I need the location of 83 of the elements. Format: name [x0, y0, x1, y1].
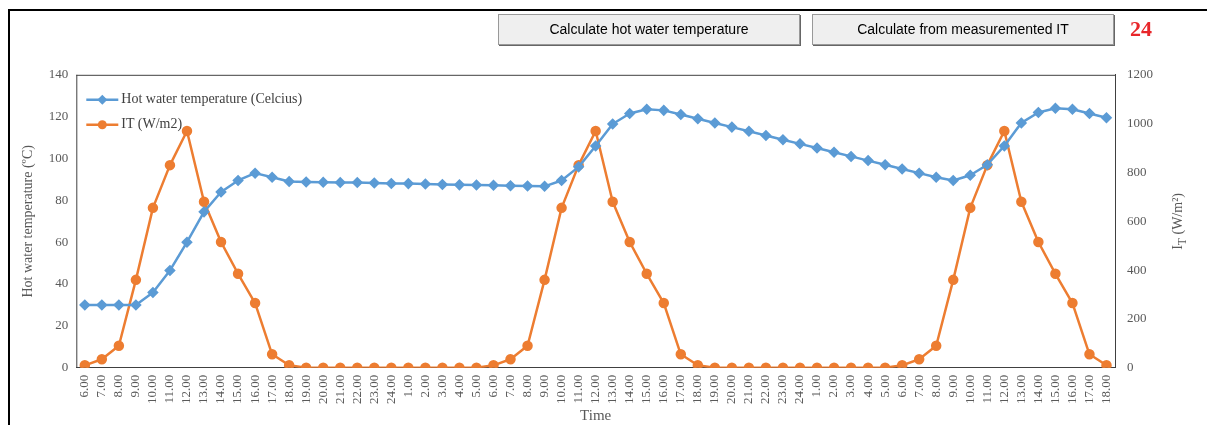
legend-label: Hot water temperature (Celcius) — [121, 91, 303, 108]
x-tick-label: 20.00 — [314, 374, 330, 404]
x-tick-label: 10.00 — [961, 374, 977, 404]
x-tick-label: 4.00 — [859, 374, 875, 398]
x-tick-label: 17.00 — [672, 374, 688, 404]
x-tick-label: 24.00 — [791, 374, 807, 404]
x-tick-label: 17.00 — [263, 374, 279, 404]
x-tick-label: 7.00 — [910, 374, 926, 398]
y2-tick-label: 1000 — [1127, 115, 1153, 131]
legend-label: IT (W/m2) — [121, 116, 183, 133]
y-tick-label: 100 — [48, 149, 69, 165]
x-tick-label: 18.00 — [1097, 374, 1113, 404]
x-tick-label: 2.00 — [416, 374, 432, 398]
x-tick-label: 11.00 — [161, 374, 177, 404]
x-tick-label: 16.00 — [246, 374, 262, 404]
x-tick-label: 19.00 — [706, 374, 722, 404]
x-tick-label: 4.00 — [450, 374, 466, 398]
x-tick-label: 13.00 — [195, 374, 211, 404]
y2-tick-label: 200 — [1127, 310, 1147, 326]
x-tick-label: 9.00 — [535, 374, 551, 398]
x-tick-label: 16.00 — [1063, 374, 1079, 404]
x-tick-label: 15.00 — [229, 374, 245, 404]
x-tick-label: 14.00 — [621, 374, 637, 404]
button: Calculate from measuremented IT — [812, 13, 1114, 45]
x-tick-label: 10.00 — [144, 374, 160, 404]
y-tick-label: 80 — [55, 191, 69, 207]
y2-tick-label: 600 — [1127, 212, 1147, 228]
x-tick-label: 17.00 — [1080, 374, 1096, 404]
x-tick-label: 5.00 — [467, 374, 483, 398]
x-tick-label: 21.00 — [740, 374, 756, 404]
x-tick-label: 24.00 — [382, 374, 398, 404]
x-tick-label: 6.00 — [893, 374, 909, 398]
x-tick-label: 18.00 — [280, 374, 296, 404]
x-tick-label: 1.00 — [399, 374, 415, 398]
x-tick-label: 5.00 — [876, 374, 892, 398]
x-tick-label: 15.00 — [638, 374, 654, 404]
y-tick-label: 140 — [48, 66, 69, 82]
x-tick-label: 14.00 — [212, 374, 228, 404]
x-tick-label: 2.00 — [825, 374, 841, 398]
y-tick-label: 60 — [55, 233, 69, 249]
x-tick-label: 21.00 — [331, 374, 347, 404]
x-tick-label: 8.00 — [927, 374, 943, 398]
x-tick-label: 9.00 — [944, 374, 960, 398]
x-tick-label: 16.00 — [655, 374, 671, 404]
y-axis-title: Hot water temperature (ºC) — [20, 144, 37, 298]
x-tick-label: 18.00 — [689, 374, 705, 404]
x-tick-label: 23.00 — [774, 374, 790, 404]
y-tick-label: 20 — [55, 317, 69, 333]
x-tick-label: 8.00 — [518, 374, 534, 398]
text: 24 — [1130, 16, 1152, 42]
x-tick-label: 11.00 — [978, 374, 994, 404]
x-tick-label: 13.00 — [1012, 374, 1028, 404]
x-axis-title: Time — [580, 406, 612, 423]
x-tick-label: 14.00 — [1029, 374, 1045, 404]
x-tick-label: 1.00 — [808, 374, 824, 398]
x-tick-label: 12.00 — [178, 374, 194, 404]
x-tick-label: 22.00 — [348, 374, 364, 404]
y2-tick-label: 0 — [1127, 359, 1134, 375]
y2-tick-label: 1200 — [1127, 66, 1153, 82]
x-tick-label: 12.00 — [995, 374, 1011, 404]
y2-tick-label: 800 — [1127, 163, 1147, 179]
x-tick-label: 6.00 — [76, 374, 92, 398]
x-tick-label: 6.00 — [484, 374, 500, 398]
x-tick-label: 12.00 — [587, 374, 603, 404]
button: Calculate hot water temperature — [498, 13, 800, 45]
x-tick-label: 7.00 — [93, 374, 109, 398]
x-tick-label: 3.00 — [842, 374, 858, 398]
x-tick-label: 22.00 — [757, 374, 773, 404]
x-tick-label: 23.00 — [365, 374, 381, 404]
x-tick-label: 7.00 — [501, 374, 517, 398]
x-tick-label: 9.00 — [127, 374, 143, 398]
x-tick-label: 8.00 — [110, 374, 126, 398]
x-tick-label: 3.00 — [433, 374, 449, 398]
x-tick-label: 19.00 — [297, 374, 313, 404]
x-tick-label: 15.00 — [1046, 374, 1062, 404]
x-tick-label: 13.00 — [604, 374, 620, 404]
x-tick-label: 10.00 — [553, 374, 569, 404]
y-tick-label: 0 — [61, 359, 69, 375]
y-tick-label: 40 — [55, 275, 69, 291]
x-tick-label: 11.00 — [570, 374, 586, 404]
x-tick-label: 20.00 — [723, 374, 739, 404]
y-tick-label: 120 — [48, 108, 69, 124]
y2-tick-label: 400 — [1127, 261, 1147, 277]
